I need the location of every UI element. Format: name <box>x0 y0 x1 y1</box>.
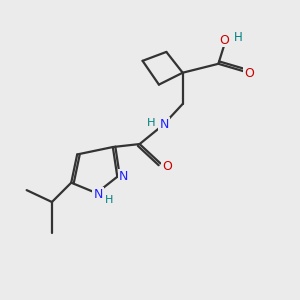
Text: H: H <box>234 31 243 44</box>
Text: N: N <box>159 118 169 131</box>
Text: O: O <box>219 34 229 46</box>
Text: O: O <box>162 160 172 173</box>
Text: N: N <box>119 170 128 183</box>
Text: O: O <box>244 67 254 80</box>
Text: N: N <box>93 188 103 201</box>
Text: H: H <box>105 195 113 205</box>
Text: H: H <box>147 118 155 128</box>
